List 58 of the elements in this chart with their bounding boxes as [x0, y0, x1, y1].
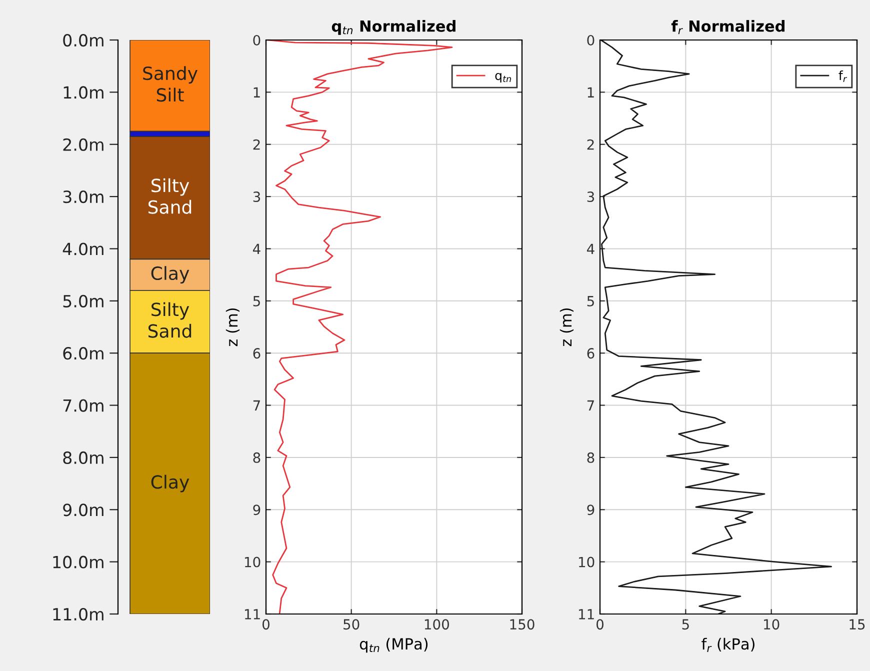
x-tick-label: 5 [682, 619, 689, 630]
x-axis-title: q$_{tn}$ (MPa) [360, 638, 428, 653]
chart-title: f$_{r}$ Normalized [671, 20, 784, 34]
y-tick-label: 11 [578, 609, 594, 620]
series-label: Clay [151, 266, 190, 284]
y-tick-label: 9.0m [63, 504, 104, 516]
x-tick-label: 15 [850, 619, 865, 630]
y-tick-label: 5.0m [63, 294, 104, 308]
y-tick-label: 2.0m [63, 138, 104, 151]
y-tick-label: 3.0m [63, 190, 104, 204]
y-tick-label: 1 [588, 87, 594, 98]
y-tick-label: 10 [578, 556, 594, 568]
y-tick-label: 9 [587, 504, 594, 516]
y-tick-label: 7 [253, 400, 260, 411]
y-tick-label: 4 [586, 244, 594, 254]
series-label: Silty Sand [148, 302, 192, 338]
y-tick-label: 4.0m [62, 242, 104, 256]
y-tick-label: 8 [253, 452, 260, 463]
x-tick-label: 0 [262, 619, 270, 630]
y-tick-label: 2 [253, 139, 260, 150]
y-tick-label: 2 [587, 139, 594, 150]
y-tick-label: 4 [252, 244, 260, 254]
bar [130, 40, 210, 132]
y-tick-label: 6.0m [63, 347, 104, 360]
y-tick-label: 11.0m [53, 608, 104, 621]
y-tick-label: 8 [587, 452, 594, 463]
y-tick-label: 9 [253, 504, 260, 516]
series-label: Sandy Silt [143, 66, 198, 102]
legend-label: f$_{r}$ [838, 70, 847, 82]
y-tick-label: 11 [244, 609, 260, 620]
y-axis-title: z (m) [226, 308, 240, 346]
legend-label: q$_{tn}$ [495, 72, 511, 83]
y-tick-label: 0 [253, 34, 260, 46]
y-tick-label: 3 [587, 192, 594, 202]
series-label: Silty Sand [148, 178, 192, 214]
y-tick-label: 1.0m [64, 86, 104, 99]
y-tick-label: 3 [253, 192, 260, 202]
y-tick-label: 0.0m [63, 34, 104, 47]
x-axis-title: f$_{r}$ (kPa) [702, 638, 754, 652]
x-tick-label: 10 [764, 619, 780, 630]
y-tick-label: 6 [587, 348, 594, 359]
y-axis-title: z (m) [560, 308, 574, 346]
y-tick-label: 5 [587, 296, 594, 306]
x-tick-label: 100 [424, 619, 449, 630]
y-tick-label: 0 [587, 34, 594, 46]
y-tick-label: 10 [244, 556, 260, 568]
y-tick-label: 7.0m [63, 399, 104, 412]
x-tick-label: 150 [510, 619, 534, 630]
series-label: Clay [151, 474, 190, 492]
y-tick-label: 5 [253, 296, 260, 306]
y-tick-label: 8.0m [63, 451, 104, 464]
y-tick-label: 6 [253, 348, 260, 359]
x-tick-label: 50 [344, 619, 360, 630]
y-tick-label: 10.0m [53, 556, 104, 568]
y-tick-label: 7 [587, 400, 594, 411]
y-tick-label: 1 [254, 87, 260, 98]
chart-title: q$_{tn}$ Normalized [332, 20, 456, 35]
x-tick-label: 0 [596, 619, 604, 630]
